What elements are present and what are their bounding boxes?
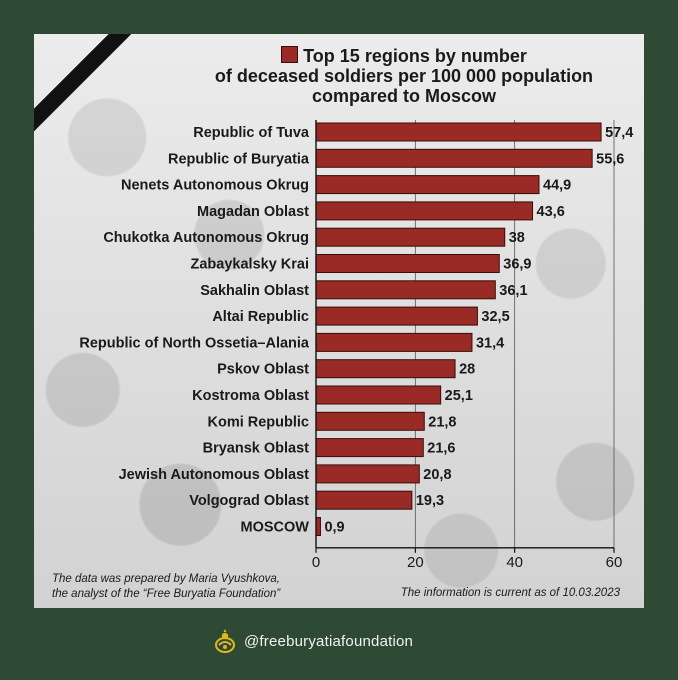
value-label-12: 21,6 [427,441,455,457]
bar-14 [315,490,413,510]
value-label-5: 36,9 [503,257,531,273]
x-tick-label-0: 0 [312,554,320,571]
bar-5 [315,254,500,273]
category-label-1: Republic of Buryatia [168,151,310,167]
x-tick-label-60: 60 [606,554,623,571]
source-note: The data was prepared by Maria Vyushkova… [52,572,352,602]
category-label-9: Pskov Oblast [217,362,309,378]
infographic-panel: Republic of Tuva 57,4 Republic of Buryatia… [34,34,644,608]
category-label-7: Altai Republic [212,309,309,325]
bar-8 [315,332,473,352]
bar-1 [315,148,593,168]
value-label-15: 0,9 [324,520,344,536]
footer: @freeburyatiafoundation [214,628,413,654]
date-note: The information is current as of 10.03.2… [400,587,620,599]
value-label-0: 57,4 [605,125,633,141]
bar-13 [315,464,420,484]
bar-11 [315,411,425,431]
category-label-11: Komi Republic [207,414,309,430]
bar-4 [315,227,506,247]
bar-3 [315,201,534,221]
category-label-15: MOSCOW [241,520,310,536]
value-label-14: 19,3 [416,493,444,509]
value-label-13: 20,8 [423,467,451,483]
value-label-1: 55,6 [596,151,624,167]
bar-6 [315,280,496,300]
foundation-emblem-icon [215,629,235,653]
bar-chart: Republic of Tuva 57,4 Republic of Buryatia… [79,120,633,571]
bar-2 [315,175,540,195]
chart-title-line-2: of deceased soldiers per 100 000 populat… [214,66,594,86]
value-label-2: 44,9 [543,178,571,194]
value-label-11: 21,8 [428,414,456,430]
chart-title-line-3: compared to Moscow [311,86,497,106]
category-label-13: Jewish Autonomous Oblast [119,467,310,483]
value-label-7: 32,5 [481,309,509,325]
category-label-4: Chukotka Autonomous Okrug [103,230,309,246]
bar-7 [315,306,478,326]
category-label-8: Republic of North Ossetia–Alania [79,335,310,351]
bar-0 [315,122,602,142]
chart-title: Top 15 regions by number of deceased sol… [214,46,594,106]
bar-10 [315,385,442,405]
category-label-3: Magadan Oblast [197,204,309,220]
value-label-9: 28 [459,362,475,378]
category-label-12: Bryansk Oblast [203,441,310,457]
legend-swatch [281,46,299,63]
value-label-8: 31,4 [476,335,504,351]
bar-12 [315,438,424,458]
bar-9 [315,359,456,379]
value-label-6: 36,1 [499,283,527,299]
category-label-14: Volgograd Oblast [189,493,309,509]
source-note-line-1: The data was prepared by Maria Vyushkova… [52,573,280,585]
category-label-0: Republic of Tuva [193,125,310,141]
x-tick-label-20: 20 [407,554,424,571]
value-label-4: 38 [509,230,525,246]
social-handle-link[interactable]: @freeburyatiafoundation [244,632,414,650]
category-label-6: Sakhalin Oblast [200,283,309,299]
category-label-10: Kostroma Oblast [192,388,309,404]
value-label-3: 43,6 [537,204,565,220]
category-label-5: Zabaykalsky Krai [191,257,310,273]
source-note-line-2: the analyst of the “Free Buryatia Founda… [52,588,281,600]
category-label-2: Nenets Autonomous Okrug [121,178,309,194]
x-tick-label-40: 40 [506,554,523,571]
value-label-10: 25,1 [445,388,473,404]
chart-title-line-1: Top 15 regions by number [303,46,527,66]
